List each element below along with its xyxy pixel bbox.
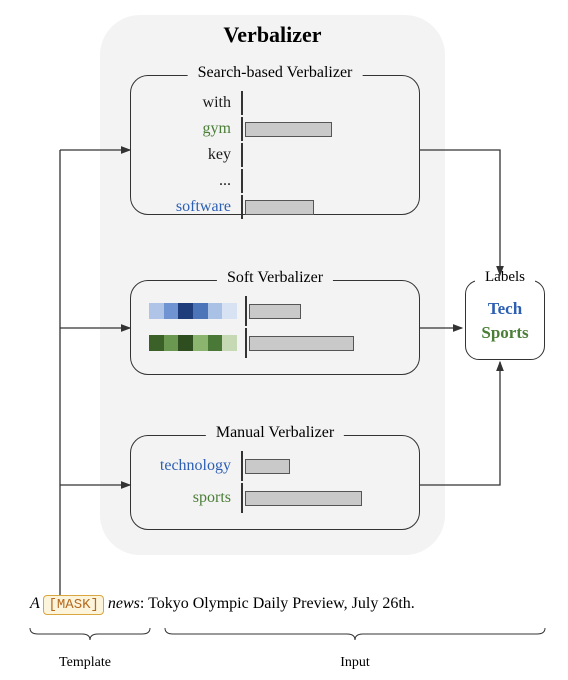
vline [241,169,243,193]
search-box-title: Search-based Verbalizer [188,64,363,82]
search-row: software [149,195,401,219]
row-label: ... [149,172,241,190]
vline [241,117,243,141]
heatmap [149,303,237,319]
manual-row: sports [149,483,401,513]
bar [249,304,302,319]
bar [245,459,290,474]
vline [241,195,243,219]
sentence-mid: news [104,595,140,612]
row-label: software [149,198,241,216]
input-brace-label: Input [165,655,545,671]
heatmap [149,335,237,351]
template-brace-label: Template [30,655,140,671]
bar [245,200,314,215]
row-label: key [149,146,241,164]
bar [249,336,354,351]
row-label: gym [149,120,241,138]
example-sentence: A [MASK] news: Tokyo Olympic Daily Previ… [30,595,548,615]
manual-row: technology [149,451,401,481]
bar [245,122,332,137]
row-label: sports [149,489,241,507]
manual-verbalizer-box: Manual Verbalizer technologysports [130,435,420,530]
labels-box: Labels TechSports [465,280,545,360]
sentence-rest: : Tokyo Olympic Daily Preview, July 26th… [140,595,415,612]
panel-title: Verbalizer [100,22,445,48]
search-row: ... [149,169,401,193]
soft-row [149,328,401,358]
label-item: Sports [478,323,532,343]
bar [245,491,362,506]
vline [241,91,243,115]
label-item: Tech [478,299,532,319]
sentence-prefix: A [30,595,43,612]
manual-box-title: Manual Verbalizer [206,424,344,442]
search-verbalizer-box: Search-based Verbalizer withgymkey...sof… [130,75,420,215]
labels-box-title: Labels [475,269,535,286]
soft-verbalizer-box: Soft Verbalizer [130,280,420,375]
row-label: technology [149,457,241,475]
search-row: with [149,91,401,115]
search-row: key [149,143,401,167]
vline [241,143,243,167]
soft-row [149,296,401,326]
mask-token: [MASK] [43,595,103,615]
search-row: gym [149,117,401,141]
soft-box-title: Soft Verbalizer [217,269,333,287]
row-label: with [149,94,241,112]
